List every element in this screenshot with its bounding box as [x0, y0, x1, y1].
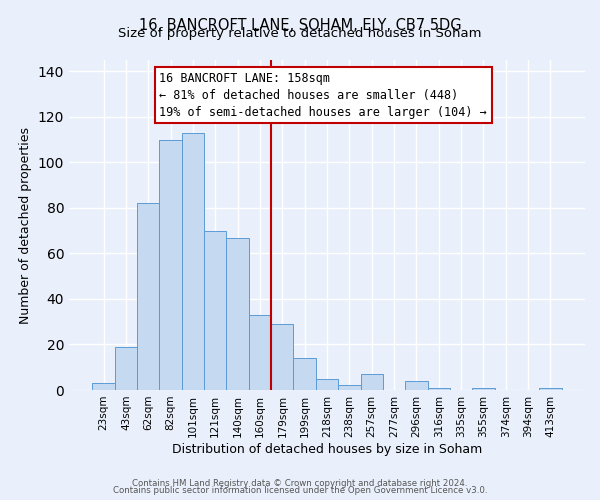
Bar: [137, 204, 160, 390]
Bar: [182, 133, 204, 390]
Bar: [472, 388, 494, 390]
Text: Contains HM Land Registry data © Crown copyright and database right 2024.: Contains HM Land Registry data © Crown c…: [132, 478, 468, 488]
Bar: [115, 347, 137, 390]
Text: 16, BANCROFT LANE, SOHAM, ELY, CB7 5DG: 16, BANCROFT LANE, SOHAM, ELY, CB7 5DG: [139, 18, 461, 32]
Bar: [160, 140, 182, 390]
Bar: [338, 386, 361, 390]
Bar: [428, 388, 450, 390]
Bar: [316, 378, 338, 390]
Bar: [361, 374, 383, 390]
Text: Size of property relative to detached houses in Soham: Size of property relative to detached ho…: [118, 28, 482, 40]
Bar: [405, 381, 428, 390]
Bar: [204, 230, 226, 390]
Bar: [249, 315, 271, 390]
Bar: [226, 238, 249, 390]
Y-axis label: Number of detached properties: Number of detached properties: [19, 126, 32, 324]
Bar: [293, 358, 316, 390]
Bar: [539, 388, 562, 390]
Bar: [271, 324, 293, 390]
Bar: [92, 383, 115, 390]
X-axis label: Distribution of detached houses by size in Soham: Distribution of detached houses by size …: [172, 442, 482, 456]
Text: 16 BANCROFT LANE: 158sqm
← 81% of detached houses are smaller (448)
19% of semi-: 16 BANCROFT LANE: 158sqm ← 81% of detach…: [160, 72, 487, 118]
Text: Contains public sector information licensed under the Open Government Licence v3: Contains public sector information licen…: [113, 486, 487, 495]
